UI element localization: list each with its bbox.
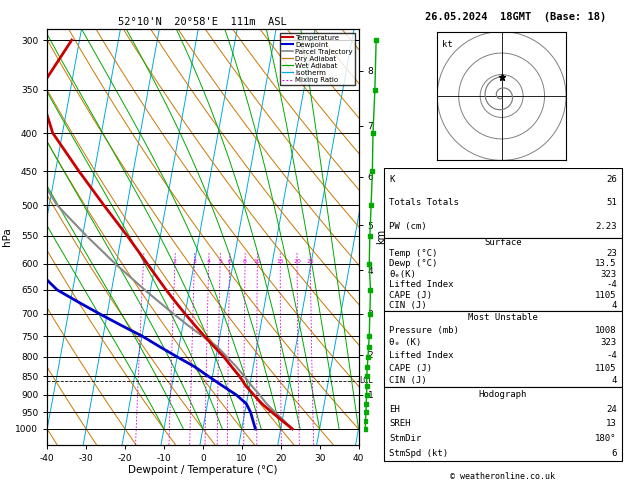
Text: 4: 4 <box>611 377 616 385</box>
Text: -4: -4 <box>606 280 616 289</box>
Text: 26: 26 <box>606 175 616 184</box>
Text: θₑ (K): θₑ (K) <box>389 338 421 347</box>
Legend: Temperature, Dewpoint, Parcel Trajectory, Dry Adiabat, Wet Adiabat, Isotherm, Mi: Temperature, Dewpoint, Parcel Trajectory… <box>280 33 355 85</box>
Text: StmDir: StmDir <box>389 434 421 443</box>
Title: 52°10'N  20°58'E  111m  ASL: 52°10'N 20°58'E 111m ASL <box>118 17 287 27</box>
Text: 8: 8 <box>243 259 247 264</box>
Text: © weatheronline.co.uk: © weatheronline.co.uk <box>450 472 555 481</box>
Text: Pressure (mb): Pressure (mb) <box>389 326 459 334</box>
Text: 6: 6 <box>228 259 231 264</box>
Text: CIN (J): CIN (J) <box>389 377 426 385</box>
Text: 51: 51 <box>606 198 616 207</box>
Text: 4: 4 <box>611 301 616 310</box>
Text: 323: 323 <box>601 270 616 279</box>
X-axis label: Dewpoint / Temperature (°C): Dewpoint / Temperature (°C) <box>128 466 277 475</box>
Text: 26.05.2024  18GMT  (Base: 18): 26.05.2024 18GMT (Base: 18) <box>425 12 606 22</box>
Text: Most Unstable: Most Unstable <box>468 313 538 322</box>
Text: 10: 10 <box>253 259 261 264</box>
Y-axis label: hPa: hPa <box>3 227 13 246</box>
Bar <box>384 238 621 311</box>
Text: K: K <box>389 175 394 184</box>
Text: 13: 13 <box>606 419 616 429</box>
Text: 2: 2 <box>173 259 177 264</box>
Text: Lifted Index: Lifted Index <box>389 280 454 289</box>
Text: CAPE (J): CAPE (J) <box>389 291 432 300</box>
Text: 1008: 1008 <box>595 326 616 334</box>
Text: StmSpd (kt): StmSpd (kt) <box>389 449 448 458</box>
Text: 5: 5 <box>218 259 222 264</box>
Text: Surface: Surface <box>484 239 521 247</box>
Text: 1105: 1105 <box>595 291 616 300</box>
Text: 2.23: 2.23 <box>595 222 616 230</box>
Text: 13.5: 13.5 <box>595 260 616 268</box>
Text: CAPE (J): CAPE (J) <box>389 364 432 373</box>
Text: 323: 323 <box>601 338 616 347</box>
Text: 20: 20 <box>293 259 301 264</box>
Text: 6: 6 <box>611 449 616 458</box>
Text: 3: 3 <box>192 259 196 264</box>
Text: Totals Totals: Totals Totals <box>389 198 459 207</box>
Y-axis label: km
ASL: km ASL <box>376 228 398 246</box>
Text: LCL: LCL <box>359 377 372 385</box>
Text: Hodograph: Hodograph <box>479 390 527 399</box>
Text: 4: 4 <box>207 259 211 264</box>
Text: Temp (°C): Temp (°C) <box>389 249 437 258</box>
Text: Dewp (°C): Dewp (°C) <box>389 260 437 268</box>
Bar <box>384 387 621 461</box>
Bar <box>384 168 621 238</box>
Text: Lifted Index: Lifted Index <box>389 351 454 360</box>
Text: -4: -4 <box>606 351 616 360</box>
Text: 24: 24 <box>606 405 616 414</box>
Text: θₑ(K): θₑ(K) <box>389 270 416 279</box>
Text: 1: 1 <box>142 259 145 264</box>
Text: 25: 25 <box>306 259 314 264</box>
Text: SREH: SREH <box>389 419 411 429</box>
Text: PW (cm): PW (cm) <box>389 222 426 230</box>
Text: 1105: 1105 <box>595 364 616 373</box>
Text: EH: EH <box>389 405 400 414</box>
Text: kt: kt <box>442 40 452 49</box>
Text: 180°: 180° <box>595 434 616 443</box>
Bar <box>384 311 621 387</box>
Text: 23: 23 <box>606 249 616 258</box>
Text: 15: 15 <box>276 259 284 264</box>
Text: CIN (J): CIN (J) <box>389 301 426 310</box>
